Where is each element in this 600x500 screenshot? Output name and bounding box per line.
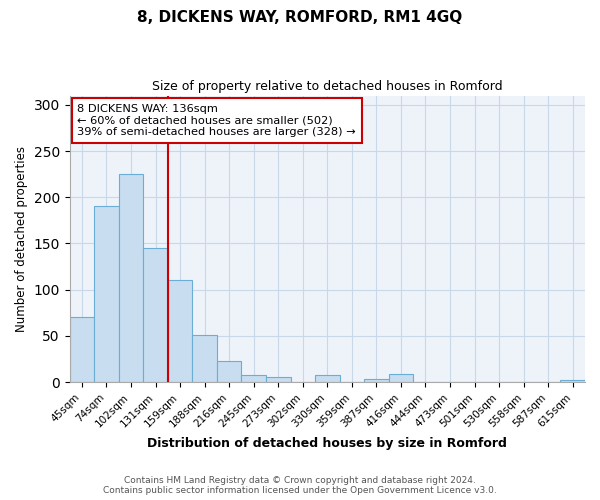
- Bar: [143, 248, 168, 382]
- Bar: [70, 318, 94, 382]
- Bar: [193, 335, 217, 382]
- Bar: [389, 374, 413, 382]
- Title: Size of property relative to detached houses in Romford: Size of property relative to detached ho…: [152, 80, 503, 93]
- Bar: [217, 361, 241, 382]
- Y-axis label: Number of detached properties: Number of detached properties: [15, 146, 28, 332]
- Bar: [241, 374, 266, 382]
- Bar: [560, 380, 585, 382]
- Bar: [266, 378, 290, 382]
- Bar: [168, 280, 193, 382]
- Bar: [364, 380, 389, 382]
- Text: 8, DICKENS WAY, ROMFORD, RM1 4GQ: 8, DICKENS WAY, ROMFORD, RM1 4GQ: [137, 10, 463, 25]
- Text: Contains HM Land Registry data © Crown copyright and database right 2024.
Contai: Contains HM Land Registry data © Crown c…: [103, 476, 497, 495]
- Bar: [315, 374, 340, 382]
- Bar: [94, 206, 119, 382]
- Bar: [119, 174, 143, 382]
- Text: 8 DICKENS WAY: 136sqm
← 60% of detached houses are smaller (502)
39% of semi-det: 8 DICKENS WAY: 136sqm ← 60% of detached …: [77, 104, 356, 138]
- X-axis label: Distribution of detached houses by size in Romford: Distribution of detached houses by size …: [148, 437, 507, 450]
